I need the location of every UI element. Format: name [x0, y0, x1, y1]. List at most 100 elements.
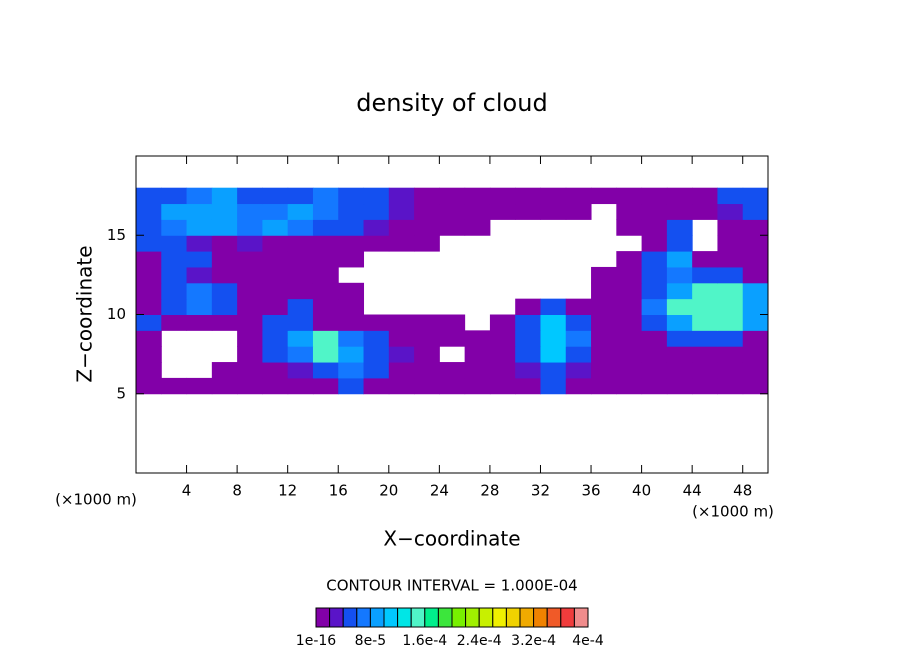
- density-cell: [414, 362, 440, 379]
- density-cell: [262, 362, 289, 379]
- density-cell: [211, 282, 238, 300]
- density-cell: [161, 187, 188, 205]
- density-cell: [717, 346, 744, 363]
- density-cell: [489, 330, 516, 347]
- density-cell: [616, 282, 643, 300]
- density-cell: [591, 346, 617, 363]
- density-cell: [641, 330, 668, 347]
- density-cell: [742, 330, 769, 347]
- density-cell: [439, 187, 466, 205]
- density-cell: [742, 314, 769, 331]
- density-cell: [338, 298, 365, 315]
- density-cell: [489, 362, 516, 379]
- density-cell: [262, 203, 289, 220]
- y-tick-label: 5: [116, 384, 126, 402]
- density-cell: [616, 251, 643, 268]
- density-cell: [211, 219, 238, 236]
- density-cell: [641, 377, 668, 395]
- density-cell: [641, 314, 668, 331]
- density-cell: [717, 219, 744, 236]
- density-cell: [338, 330, 365, 347]
- density-cell: [742, 266, 769, 284]
- density-cell: [666, 187, 693, 205]
- density-cell: [186, 377, 213, 395]
- density-cell: [338, 377, 365, 395]
- density-cell: [489, 346, 516, 363]
- density-cell: [616, 187, 643, 205]
- density-cell: [338, 362, 365, 379]
- colorbar-cell: [383, 607, 399, 628]
- density-cell: [616, 219, 643, 236]
- colorbar-cell: [424, 607, 439, 628]
- density-cell: [414, 377, 440, 395]
- density-cell: [237, 251, 263, 268]
- density-cell: [692, 203, 718, 220]
- density-cell: [186, 187, 213, 205]
- density-cell: [717, 314, 744, 331]
- density-cell: [312, 282, 339, 300]
- density-cell: [338, 251, 365, 268]
- density-cell: [464, 219, 491, 236]
- density-cell: [287, 219, 314, 236]
- colorbar-cell: [492, 607, 507, 628]
- density-cell: [237, 187, 263, 205]
- density-cell: [515, 330, 541, 347]
- density-cell: [666, 266, 693, 284]
- density-cell: [312, 187, 339, 205]
- density-cell: [717, 282, 744, 300]
- density-cell: [287, 377, 314, 395]
- density-cell: [312, 203, 339, 220]
- density-cell: [287, 203, 314, 220]
- density-cell: [363, 314, 390, 331]
- density-cell: [439, 362, 466, 379]
- density-cell: [616, 298, 643, 315]
- density-cell: [489, 314, 516, 331]
- density-cell: [540, 314, 567, 331]
- density-cell: [287, 187, 314, 205]
- x-unit-label: (×1000 m): [692, 503, 774, 521]
- density-cell: [641, 203, 668, 220]
- colorbar-cell: [560, 607, 575, 628]
- colorbar-cell: [533, 607, 548, 628]
- density-cell: [388, 346, 415, 363]
- x-tick-label: 16: [329, 482, 348, 500]
- x-unit-label: (×1000 m): [55, 491, 137, 509]
- density-cell: [692, 251, 718, 268]
- density-cell: [464, 362, 491, 379]
- density-cell: [464, 203, 491, 220]
- density-cell: [262, 219, 289, 236]
- density-cell: [186, 266, 213, 284]
- colorbar-label: 4e-4: [572, 633, 604, 649]
- density-cell: [312, 346, 339, 363]
- density-cell: [262, 282, 289, 300]
- density-cell: [742, 377, 769, 395]
- density-cell: [312, 235, 339, 252]
- density-cell: [312, 298, 339, 315]
- colorbar-cell: [329, 607, 344, 628]
- chart-title: density of cloud: [356, 89, 547, 117]
- density-cell: [666, 314, 693, 331]
- density-cell: [136, 377, 162, 395]
- density-cell: [515, 314, 541, 331]
- x-tick-label: 12: [278, 482, 297, 500]
- density-cell: [692, 187, 718, 205]
- density-cell: [312, 219, 339, 236]
- density-cell: [312, 362, 339, 379]
- density-cell: [161, 298, 188, 315]
- density-cell: [186, 314, 213, 331]
- colorbar-label: 1.6e-4: [402, 633, 447, 649]
- density-cell: [717, 330, 744, 347]
- density-cell: [641, 187, 668, 205]
- density-cell: [287, 235, 314, 252]
- density-cell: [363, 235, 390, 252]
- density-cell: [616, 377, 643, 395]
- density-cell: [363, 330, 390, 347]
- density-cell: [287, 330, 314, 347]
- density-cell: [287, 298, 314, 315]
- density-cell: [666, 219, 693, 236]
- density-cell: [414, 330, 440, 347]
- x-tick-label: 8: [232, 482, 242, 500]
- density-cell: [161, 314, 188, 331]
- density-cell: [136, 314, 162, 331]
- density-cell: [742, 298, 769, 315]
